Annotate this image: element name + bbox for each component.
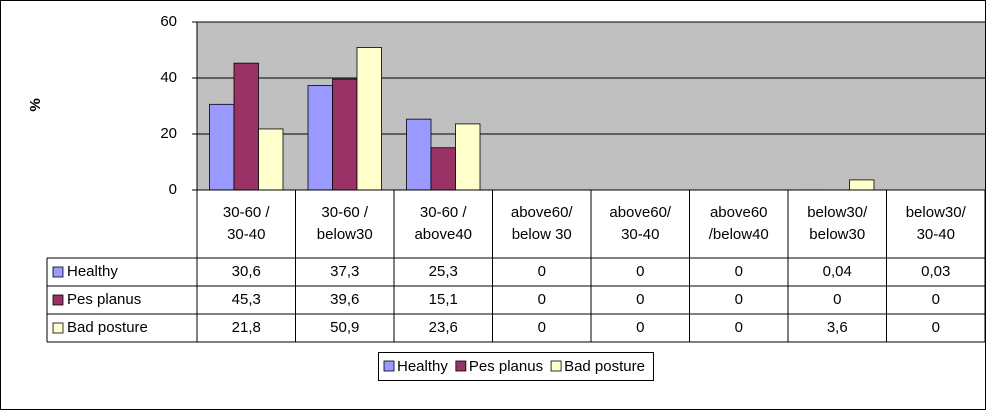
x-tick-label: 30-60 / [321, 204, 369, 221]
table-cell: 0 [735, 319, 743, 336]
table-cell: 50,9 [330, 319, 359, 336]
table-cell: 23,6 [429, 319, 458, 336]
x-tick-label: 30-40 [621, 226, 659, 243]
y-tick-label: 20 [160, 125, 177, 142]
legend-key [52, 294, 64, 306]
row-label: Pes planus [67, 291, 141, 308]
y-tick-label: 0 [169, 181, 177, 198]
x-tick-label: below30 [809, 226, 865, 243]
bar [455, 123, 481, 191]
bar [332, 78, 358, 191]
x-tick-label: below30 [317, 226, 373, 243]
legend-key [52, 266, 64, 278]
table-cell: 21,8 [232, 319, 261, 336]
row-label: Healthy [67, 263, 118, 280]
legend-key [383, 360, 395, 372]
bar [430, 147, 456, 191]
bar [233, 62, 259, 191]
table-cell: 0 [833, 291, 841, 308]
table-cell: 0 [932, 291, 940, 308]
legend-key [455, 360, 467, 372]
y-tick-label: 40 [160, 69, 177, 86]
x-tick-label: 30-40 [917, 226, 955, 243]
table-cell: 25,3 [429, 263, 458, 280]
legend-label: Bad posture [564, 358, 645, 375]
table-cell: 37,3 [330, 263, 359, 280]
table-cell: 15,1 [429, 291, 458, 308]
x-tick-label: below30/ [906, 204, 967, 221]
table-cell: 3,6 [827, 319, 848, 336]
bar [209, 103, 235, 191]
bar [406, 118, 432, 191]
bar [258, 128, 284, 191]
bar [356, 47, 382, 191]
x-tick-label: 30-60 / [420, 204, 468, 221]
x-tick-label: 30-40 [227, 226, 265, 243]
y-tick-label: 60 [160, 13, 177, 30]
table-cell: 39,6 [330, 291, 359, 308]
x-tick-label: below30/ [807, 204, 868, 221]
table-cell: 0,04 [823, 263, 852, 280]
table-cell: 0 [538, 291, 546, 308]
table-cell: 0 [932, 319, 940, 336]
legend-key [52, 322, 64, 334]
table-cell: 30,6 [232, 263, 261, 280]
x-tick-label: /below40 [709, 226, 769, 243]
y-axis-label: % [27, 98, 44, 111]
table-cell: 45,3 [232, 291, 261, 308]
x-tick-label: above40 [414, 226, 472, 243]
x-tick-label: above60/ [609, 204, 672, 221]
x-tick-label: below 30 [512, 226, 572, 243]
bar [307, 85, 333, 191]
bar [849, 179, 875, 191]
legend-key [550, 360, 562, 372]
table-cell: 0 [538, 263, 546, 280]
legend-label: Healthy [397, 358, 448, 375]
table-cell: 0,03 [921, 263, 950, 280]
legend-label: Pes planus [469, 358, 543, 375]
table-cell: 0 [636, 263, 644, 280]
legend [378, 352, 654, 381]
table-cell: 0 [735, 291, 743, 308]
table-cell: 0 [636, 319, 644, 336]
table-cell: 0 [735, 263, 743, 280]
row-label: Bad posture [67, 319, 148, 336]
x-tick-label: above60 [710, 204, 768, 221]
x-tick-label: above60/ [511, 204, 574, 221]
x-tick-label: 30-60 / [223, 204, 271, 221]
table-cell: 0 [636, 291, 644, 308]
table-cell: 0 [538, 319, 546, 336]
